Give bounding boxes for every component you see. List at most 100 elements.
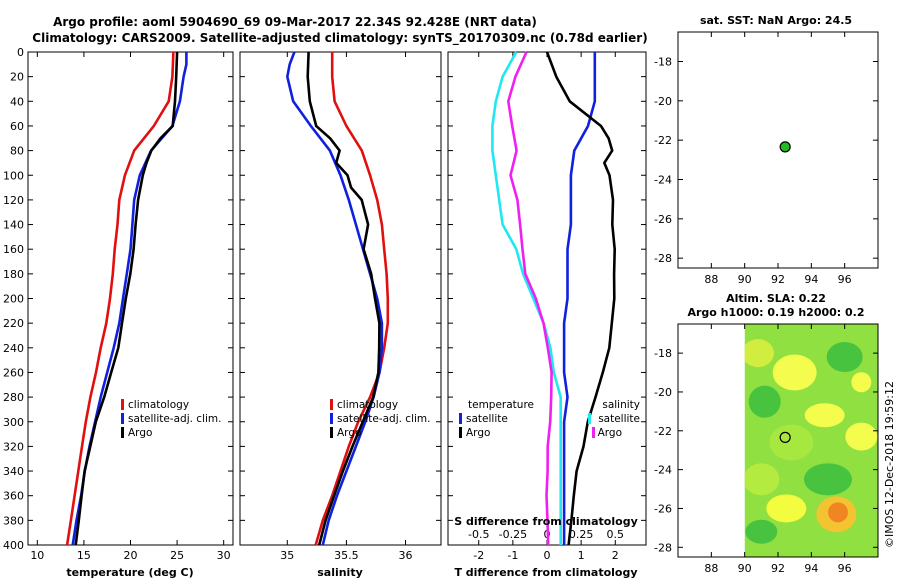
series-line-climatology (65, 51, 175, 546)
heatmap-cell (766, 494, 807, 523)
legend-swatch (592, 427, 595, 438)
x-tick-label: 96 (838, 562, 852, 575)
heatmap-cell (851, 372, 872, 393)
legend-label: Argo (128, 427, 152, 439)
series-line-t-argo (545, 51, 617, 546)
y-tick-label: -22 (654, 425, 672, 438)
legend-label: satellite (466, 413, 508, 425)
x-tick-label: 1 (578, 549, 585, 562)
y-tick-label: 240 (3, 342, 24, 355)
legend-label: Argo (598, 427, 622, 439)
legend-swatch (121, 413, 124, 424)
sla-map-title-1: Altim. SLA: 0.22 (726, 292, 826, 305)
legend-swatch (121, 427, 124, 438)
y-tick-label: -24 (654, 174, 672, 187)
legend-swatch (588, 413, 591, 424)
legend-label: climatology (128, 399, 189, 411)
y-tick-label: 100 (3, 169, 24, 182)
x-tick-label: 25 (170, 549, 184, 562)
y-tick-label: 140 (3, 219, 24, 232)
y-tick-label: 160 (3, 243, 24, 256)
t-diff-xlabel: T difference from climatology (454, 566, 637, 579)
title-line-1: Argo profile: aoml 5904690_69 09-Mar-201… (53, 15, 537, 30)
x-tick-label: 35.5 (334, 549, 359, 562)
x-tick-label: 10 (30, 549, 44, 562)
sst-map-panel: 88 90 92 94 96 -18 -20 -22 -24 -26 -28 (654, 31, 879, 286)
legend-swatch (330, 399, 333, 410)
y-tick-label: 180 (3, 268, 24, 281)
difference-panel: -2 -1 0 1 2-0.5 -0.25 0 0.25 0.5temperaturesatel… (447, 51, 647, 562)
heatmap-cell (804, 463, 852, 496)
x-tick-label: 90 (738, 273, 752, 286)
x-tick-label: -2 (473, 549, 484, 562)
y-tick-label: 120 (3, 194, 24, 207)
y-tick-label: 320 (3, 440, 24, 453)
x-tick-label: 90 (738, 562, 752, 575)
temperature-xlabel: temperature (deg C) (66, 566, 193, 579)
x-tick-label: 2 (612, 549, 619, 562)
series-line-satellite-adj-clim- (71, 52, 188, 546)
sla-heatmap (744, 324, 878, 557)
y-tick-label: -26 (654, 502, 672, 515)
y-tick-label: 380 (3, 514, 24, 527)
heatmap-cell (745, 519, 778, 544)
x-tick-label: 92 (771, 273, 785, 286)
legend-swatch (459, 413, 462, 424)
y-tick-label: 360 (3, 490, 24, 503)
temperature-panel: 0 20 40 60 80 100 120 140 160 180 200 220 240 260 280 3… (3, 46, 234, 562)
y-tick-label: 60 (10, 120, 24, 133)
sla-map-panel: 88 90 92 94 96 -18 -20 -22 -24 -26 -28 (654, 323, 879, 575)
heatmap-cell (828, 502, 848, 523)
y-tick-label: -28 (654, 252, 672, 265)
s-diff-tick-label: 0.25 (569, 528, 594, 541)
y-tick-label: -20 (654, 95, 672, 108)
series-line-satellite-adj-clim- (285, 51, 384, 546)
legend-label: climatology (337, 399, 398, 411)
heatmap-cell (826, 342, 863, 373)
s-diff-tick-label: -0.25 (499, 528, 527, 541)
y-tick-label: -26 (654, 213, 672, 226)
x-tick-label: 0 (544, 549, 551, 562)
legend-label: satellite (598, 413, 640, 425)
sst-map-title: sat. SST: NaN Argo: 24.5 (700, 14, 852, 27)
salinity-panel: 35 35.5 36 climatology satellite-adj. clim. A… (239, 51, 442, 562)
s-diff-tick-label: -0.5 (468, 528, 489, 541)
y-tick-label: 300 (3, 416, 24, 429)
legend-swatch (459, 427, 462, 438)
y-tick-label: -18 (654, 347, 672, 360)
x-tick-label: 92 (771, 562, 785, 575)
x-tick-label: 94 (804, 562, 818, 575)
title-line-2: Climatology: CARS2009. Satellite-adjuste… (32, 31, 647, 46)
y-tick-label: 40 (10, 95, 24, 108)
sla-map-title-2: Argo h1000: 0.19 h2000: 0.2 (687, 306, 864, 319)
series-line-argo (74, 51, 179, 546)
series-line-s-argo (506, 51, 553, 546)
legend-heading-salinity: salinity (602, 399, 640, 411)
heatmap-cell (845, 422, 878, 451)
y-tick-label: 20 (10, 71, 24, 84)
y-tick-label: -20 (654, 386, 672, 399)
x-tick-label: -1 (507, 549, 518, 562)
legend-swatch (330, 427, 333, 438)
s-diff-top-label: S difference from climatology (454, 515, 638, 528)
heatmap-cell (769, 424, 814, 461)
heatmap-cell (804, 403, 845, 428)
y-tick-label: 280 (3, 391, 24, 404)
s-diff-tick-label: 0.5 (607, 528, 625, 541)
x-tick-label: 35 (280, 549, 294, 562)
legend-heading-temperature: temperature (468, 399, 534, 411)
x-tick-label: 88 (704, 562, 718, 575)
y-tick-label: 0 (17, 46, 24, 59)
series-line-argo (306, 51, 381, 546)
x-tick-label: 96 (838, 273, 852, 286)
argo-location-point (779, 431, 791, 443)
heatmap-cell (772, 354, 817, 391)
x-tick-label: 88 (704, 273, 718, 286)
x-tick-label: 36 (399, 549, 413, 562)
series-line-t-satellite (562, 52, 597, 545)
x-tick-label: 94 (804, 273, 818, 286)
y-tick-label: 260 (3, 366, 24, 379)
legend-swatch (330, 413, 333, 424)
map-frame (677, 31, 879, 269)
